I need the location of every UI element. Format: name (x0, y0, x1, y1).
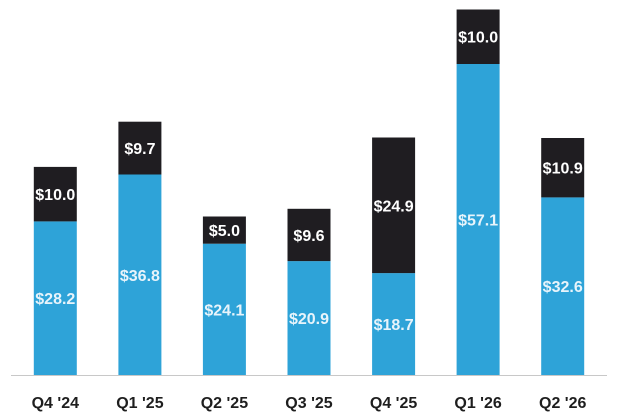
bar-segment-bottom (456, 63, 500, 376)
data-label-bottom: $36.8 (120, 268, 160, 285)
x-tick-label: Q1 '26 (454, 395, 501, 412)
bar-segment-top (118, 121, 162, 175)
data-label-bottom: $28.2 (35, 291, 75, 308)
data-label-bottom: $32.6 (543, 279, 583, 296)
bar-segment-top (456, 9, 500, 64)
x-tick-label: Q3 '25 (285, 395, 332, 412)
data-label-bottom: $57.1 (458, 213, 498, 230)
bar-segment-top (372, 137, 416, 274)
bars-group (33, 9, 585, 376)
bar-segment-bottom (287, 261, 331, 375)
x-tick-labels-group: Q4 '24 Q1 '25 Q2 '25 Q3 '25 Q4 '25 Q1 '26 Q2 '… (32, 395, 587, 412)
x-tick-label: Q4 '24 (32, 395, 79, 412)
bar-segment-top (287, 208, 331, 262)
data-label-bottom: $24.1 (204, 302, 244, 319)
bar-segment-top (541, 138, 585, 198)
data-label-bottom: $18.7 (374, 317, 414, 334)
bar-segment-bottom (541, 197, 585, 375)
bar-segment-top (33, 166, 77, 222)
data-label-top: $9.7 (124, 141, 155, 158)
bar-segment-bottom (202, 243, 246, 375)
data-label-top: $10.0 (35, 187, 75, 204)
bar-segment-bottom (33, 221, 77, 375)
x-tick-label: Q2 '25 (201, 395, 248, 412)
bar-segment-bottom (372, 273, 416, 375)
x-tick-label: Q2 '26 (539, 395, 586, 412)
x-tick-label: Q4 '25 (370, 395, 417, 412)
data-label-top: $24.9 (374, 198, 414, 215)
data-label-bottom: $20.9 (289, 311, 329, 328)
data-label-top: $9.6 (293, 228, 324, 245)
data-label-top: $5.0 (209, 223, 240, 240)
data-label-top: $10.9 (543, 161, 583, 178)
data-label-top: $10.0 (458, 30, 498, 47)
bar-segment-bottom (118, 174, 162, 375)
data-labels-group: $28.2 $10.0 $36.8 $9.7 $24.1 $5.0 $20.9 $9.6 $18… (35, 30, 583, 334)
x-tick-label: Q1 '25 (116, 395, 163, 412)
bar-segment-top (202, 216, 246, 244)
